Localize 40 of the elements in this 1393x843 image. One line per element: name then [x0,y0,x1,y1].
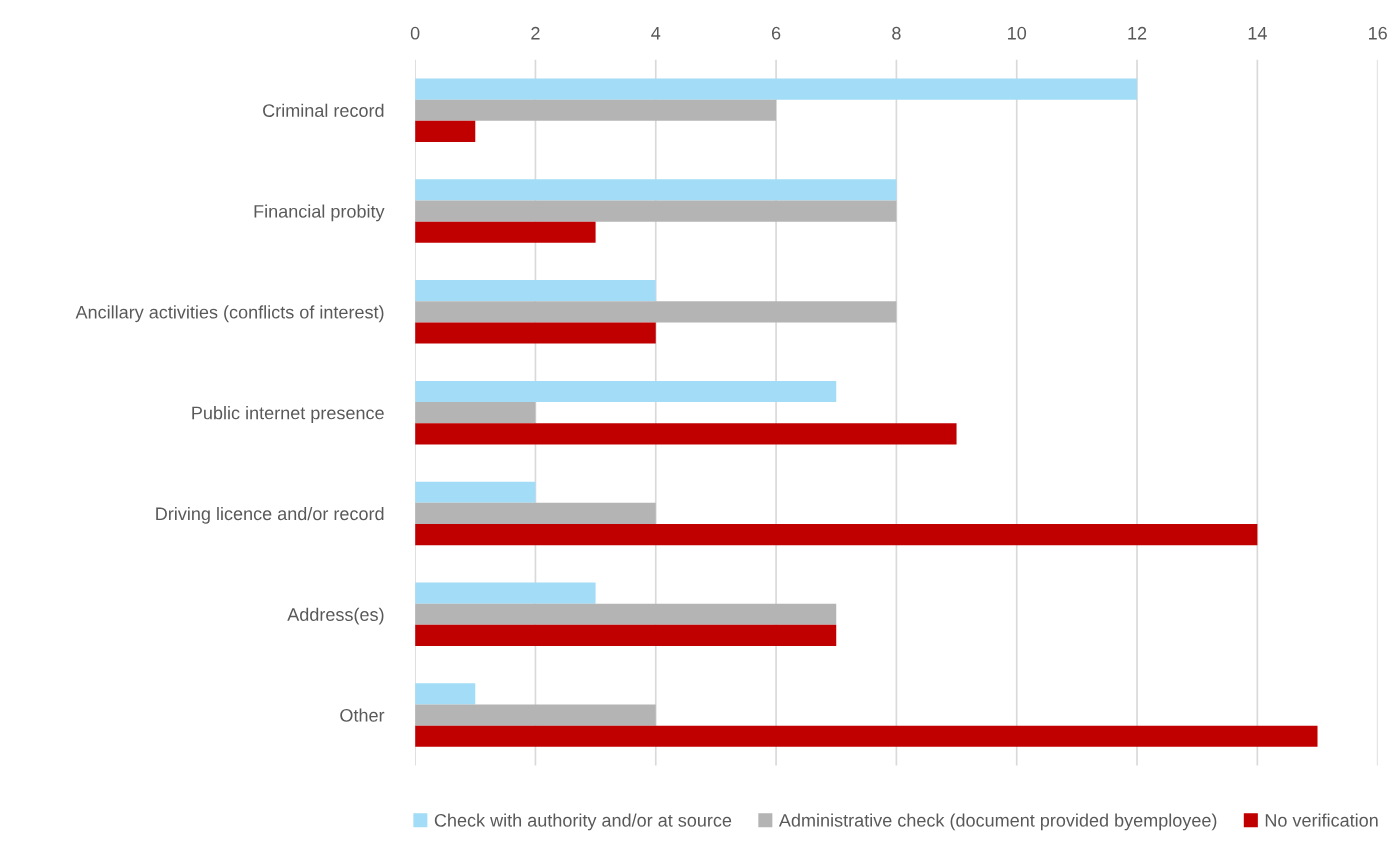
bar [415,725,1318,747]
bar [415,402,536,424]
legend-label: Administrative check (document provided byemployee) [778,813,1217,831]
y-tick-label: Financial probity [254,204,385,222]
bar [415,221,596,243]
bar [415,624,837,646]
bar [415,179,897,201]
bar [415,380,837,403]
x-tick-label: 12 [1128,26,1147,40]
legend-label: Check with authority and/or at source [434,813,732,831]
bar [415,502,656,525]
bar [415,683,476,705]
bar [415,481,536,503]
legend-label: No verification [1265,813,1378,827]
y-tick-label: Address(es) [287,607,384,625]
bar [415,99,777,121]
x-tick-label: 4 [651,27,661,40]
x-tick-label: 2 [531,26,540,40]
bar [415,120,476,142]
x-tick-label: 14 [1248,27,1267,40]
y-tick-label: Driving licence and/or record [156,506,384,524]
bar [415,322,656,344]
bar [415,301,897,323]
bar [415,704,656,726]
bar [415,280,656,302]
x-tick-label: 0 [410,26,420,40]
bar [415,524,1258,546]
bar [415,423,957,445]
x-tick-label: 8 [892,26,901,40]
bar [415,200,897,222]
y-tick-label: Criminal record [263,103,384,117]
y-tick-label: Other [340,708,385,722]
bar [415,603,837,625]
y-tick-label: Public internet presence [192,406,384,423]
y-tick-label: Ancillary activities (conflicts of interest) [75,305,384,323]
bar [415,78,1138,100]
x-tick-label: 16 [1369,26,1387,40]
bar [415,582,596,604]
x-tick-label: 6 [771,26,781,40]
x-tick-label: 10 [1008,26,1027,40]
